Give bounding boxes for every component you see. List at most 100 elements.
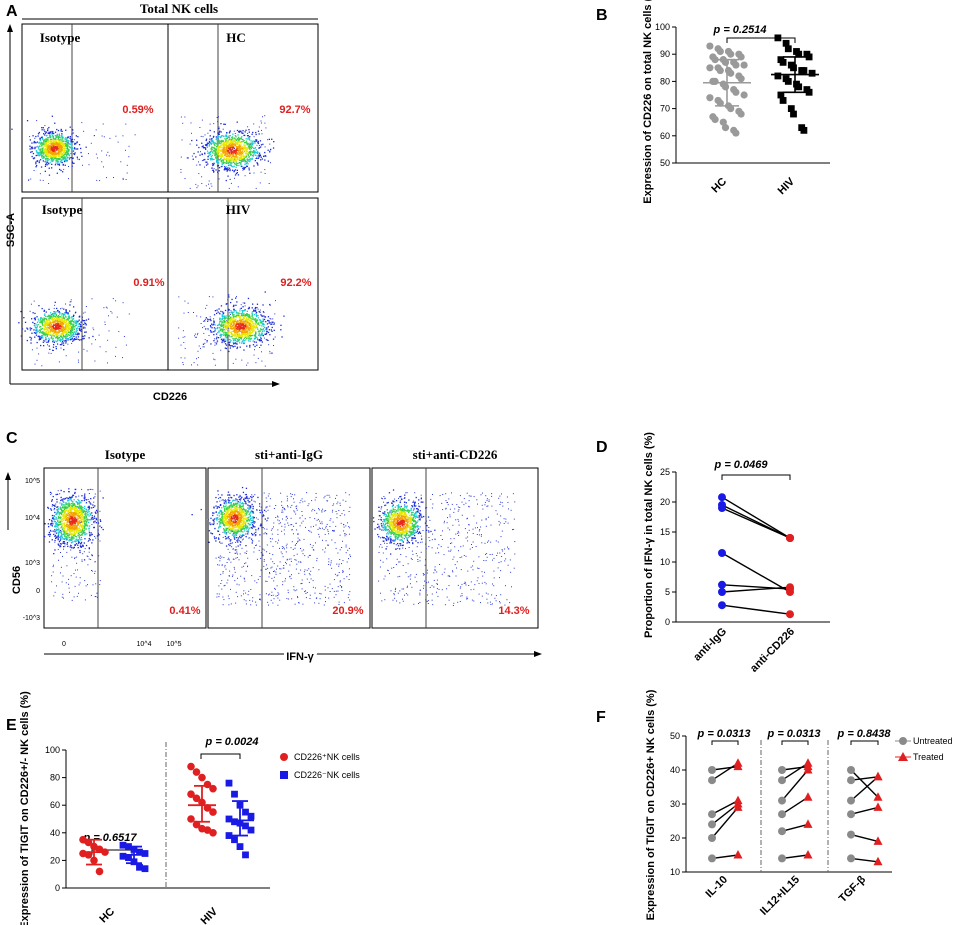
event-dot: [223, 338, 226, 340]
event-dot: [54, 146, 56, 148]
event-dot: [252, 323, 255, 325]
event-dot: [233, 149, 235, 151]
event-dot: [247, 329, 249, 331]
event-dot: [262, 318, 264, 320]
event-dot: [273, 345, 274, 346]
event-dot: [38, 335, 40, 337]
event-dot: [254, 147, 256, 150]
event-dot: [241, 158, 243, 160]
event-dot: [249, 329, 251, 331]
event-dot: [101, 161, 103, 163]
panel-a-x-label: CD226: [153, 391, 187, 403]
event-dot: [260, 322, 262, 324]
event-dot: [236, 151, 238, 154]
event-dot: [270, 162, 271, 164]
event-dot: [267, 326, 269, 328]
event-dot: [226, 146, 228, 149]
event-dot: [78, 333, 80, 335]
event-dot: [225, 165, 227, 168]
event-dot: [210, 151, 212, 153]
event-dot: [53, 143, 55, 145]
event-dot: [271, 321, 273, 323]
event-dot: [229, 169, 231, 171]
event-dot: [46, 315, 48, 318]
panel-c-plot-2-label: sti+anti-IgG: [255, 447, 323, 462]
event-dot: [207, 328, 209, 329]
event-dot: [84, 510, 86, 512]
event-dot: [242, 150, 244, 152]
event-dot: [261, 360, 263, 362]
event-dot: [230, 144, 232, 146]
event-dot: [53, 313, 55, 315]
event-dot: [256, 307, 258, 309]
event-dot: [240, 164, 242, 166]
event-dot: [95, 583, 97, 585]
event-dot: [55, 348, 57, 350]
event-dot: [226, 148, 229, 150]
event-dot: [64, 545, 66, 547]
event-dot: [273, 323, 275, 325]
event-dot: [207, 152, 209, 154]
event-dot: [58, 135, 61, 137]
event-dot: [71, 331, 74, 334]
event-dot: [75, 336, 77, 338]
event-dot: [229, 170, 231, 172]
event-dot: [231, 137, 233, 139]
event-dot: [65, 332, 67, 334]
event-dot: [259, 330, 262, 332]
event-dot: [66, 151, 68, 153]
event-dot: [109, 137, 111, 139]
event-dot: [36, 332, 38, 334]
event-dot: [76, 562, 78, 564]
event-dot: [221, 140, 224, 142]
event-dot: [249, 172, 251, 174]
event-dot: [229, 130, 231, 132]
event-dot: [70, 545, 72, 547]
event-dot: [64, 148, 66, 150]
event-dot: [212, 352, 214, 354]
event-dot: [249, 143, 251, 146]
event-dot: [58, 158, 61, 161]
event-dot: [39, 331, 41, 333]
event-dot: [246, 321, 249, 324]
event-dot: [62, 158, 65, 160]
event-dot: [240, 163, 242, 165]
event-dot: [235, 154, 238, 156]
event-dot: [211, 151, 214, 153]
event-dot: [207, 158, 209, 160]
event-dot: [74, 147, 76, 149]
event-dot: [44, 140, 46, 142]
event-dot: [259, 319, 261, 321]
event-dot: [84, 548, 86, 550]
event-dot: [246, 328, 248, 330]
event-dot: [62, 329, 64, 331]
event-dot: [99, 580, 101, 582]
event-dot: [211, 323, 213, 325]
event-dot: [125, 344, 127, 346]
event-dot: [59, 344, 62, 346]
event-dot: [228, 145, 230, 148]
event-dot: [23, 317, 25, 319]
event-dot: [51, 145, 53, 147]
event-dot: [68, 149, 70, 151]
event-dot: [255, 158, 257, 160]
event-dot: [60, 137, 62, 139]
event-dot: [52, 145, 54, 147]
event-dot: [47, 132, 49, 134]
event-dot: [240, 304, 242, 306]
event-dot: [46, 153, 48, 155]
event-dot: [54, 154, 56, 156]
event-dot: [241, 132, 243, 134]
event-dot: [231, 160, 233, 162]
event-dot: [235, 136, 237, 138]
event-dot: [226, 315, 229, 317]
event-dot: [211, 158, 214, 160]
event-dot: [60, 316, 62, 318]
event-dot: [240, 141, 243, 143]
event-dot: [62, 136, 64, 138]
event-dot: [219, 148, 221, 150]
event-dot: [267, 331, 270, 334]
event-dot: [60, 308, 61, 310]
event-dot: [204, 134, 206, 136]
event-dot: [60, 130, 62, 132]
